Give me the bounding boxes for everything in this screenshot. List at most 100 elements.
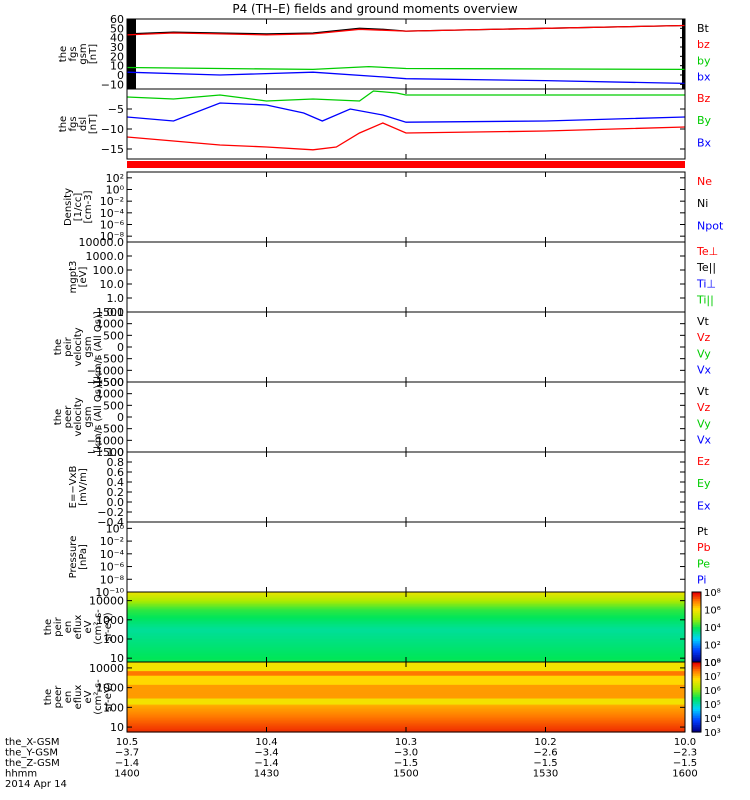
spectrogram-band [127, 684, 685, 687]
colorbar-cell [692, 641, 701, 644]
spectrogram-band [127, 689, 685, 692]
colorbar-cell [692, 600, 701, 604]
colorbar: 10⁸ 10⁷ 10⁶ 10⁵ 10⁴ 10³ [691, 658, 721, 739]
spectrogram-band [127, 716, 685, 719]
spectrogram-band [127, 611, 685, 614]
series-line-Bx [126, 102, 686, 123]
legend-label: Vx [697, 434, 712, 447]
spectrogram-band [127, 709, 685, 712]
spectrogram-band [127, 625, 685, 628]
legend-label: Npot [697, 219, 724, 232]
y-tick-label: 100 [103, 701, 124, 714]
series-group [126, 24, 686, 85]
panel-density: 10²10⁰10⁻²10⁻⁴10⁻⁶10⁻⁸Density[1/cc][cm-3… [63, 171, 724, 243]
y-tick-label: 1000 [96, 682, 124, 695]
y-tick-label: 0.4 [107, 476, 125, 489]
spectrogram-band [127, 645, 685, 648]
legend: Ez Ey Ex [697, 455, 711, 512]
x-annotation-value: −2.3 [673, 748, 697, 759]
spectrogram-band [127, 649, 685, 652]
spectrogram-band [127, 598, 685, 601]
legend-label: Ti|| [696, 294, 714, 307]
y-tick-label: 1000.0 [86, 250, 125, 263]
y-tick-label: −5 [108, 103, 124, 116]
legend: Te⊥ Te|| Ti⊥ Ti|| [696, 245, 718, 307]
spectrogram-band [127, 683, 685, 686]
colorbar-cell [692, 642, 701, 646]
colorbar-tick-label: 10⁴ [704, 623, 721, 634]
x-annotation-label: the_X-GSM [5, 737, 59, 748]
colorbar-cell [692, 635, 701, 639]
colorbar-cell [692, 674, 701, 677]
colorbar-cell [692, 639, 701, 642]
y-tick-label: 10⁻⁴ [100, 548, 125, 561]
spectrogram-band [127, 608, 685, 611]
colorbar-cell [692, 707, 701, 710]
colorbar-cell [692, 691, 701, 695]
spectrogram-band [127, 646, 685, 649]
colorbar-cell [692, 623, 701, 626]
y-axis: −5 −10 −15 [101, 103, 685, 156]
spectrogram-band [127, 721, 685, 724]
spectrogram-band [127, 693, 685, 697]
spectrogram-band [127, 610, 685, 613]
legend-label: Bz [697, 92, 711, 105]
colorbar: 10⁸ 10⁶ 10⁴ 10² 10⁰ [691, 588, 721, 669]
y-tick-label: −1500 [87, 446, 124, 459]
colorbar-frame [691, 661, 702, 733]
colorbar-cell [692, 677, 701, 681]
y-tick-label: 20 [110, 50, 124, 63]
x-annotation-value: 1500 [393, 769, 418, 780]
y-tick-label: 10⁻⁸ [100, 573, 125, 586]
y-tick-label: 0.1 [107, 306, 125, 319]
panel-peer-velocity: 150010005000−500−1000−1500thepeervelocit… [53, 376, 712, 459]
colorbar-cell [692, 613, 701, 616]
y-tick-label: 10000.0 [79, 236, 125, 249]
colorbar-cell [692, 718, 701, 721]
colorbar-cell [692, 637, 701, 640]
x-annotation-value: 1400 [114, 769, 139, 780]
legend: Vt Vz Vy Vx [697, 385, 712, 447]
plot-area [127, 172, 685, 242]
spectrogram-band [127, 655, 685, 659]
y-axis-label: Density[1/cc][cm-3] [63, 188, 94, 226]
series-line-by [126, 65, 686, 71]
colorbar-cell [692, 719, 701, 723]
y-tick-label: 10⁰ [106, 184, 125, 197]
spectrogram-band [127, 613, 685, 616]
legend-label: Pb [697, 541, 711, 554]
legend-label: Ex [697, 499, 711, 512]
spectrogram-band [127, 619, 685, 622]
spectrogram-bands [127, 662, 685, 733]
y-tick-label: 50 [110, 22, 124, 35]
y-tick-label: 10⁻⁶ [100, 219, 125, 232]
y-tick-label: 0.0 [107, 496, 125, 509]
colorbar-cell [692, 669, 701, 672]
spectrogram-band [127, 639, 685, 642]
colorbar-cell [692, 662, 701, 665]
colorbar-cell [692, 597, 701, 600]
plot-area [127, 452, 685, 522]
spectrogram-band [127, 668, 685, 671]
y-tick-label: 10 [110, 60, 124, 73]
y-tick-label: 10⁻² [100, 535, 124, 548]
x-annotation-value: −3.7 [115, 748, 139, 759]
spectrogram-band [127, 601, 685, 604]
y-tick-label: 100 [103, 633, 124, 646]
legend-label: Bt [697, 22, 710, 35]
spectrogram-band [127, 674, 685, 677]
spectrogram-band [127, 616, 685, 619]
spectrogram-band [127, 627, 685, 630]
y-tick-label: −1000 [87, 434, 124, 447]
y-tick-label: −500 [94, 353, 124, 366]
colorbar-tick-label: 10⁴ [704, 714, 721, 725]
colorbar-cell [692, 606, 701, 609]
spectrogram-band [127, 718, 685, 721]
colorbar-cell [692, 607, 701, 611]
colorbar-cell [692, 665, 701, 668]
colorbar-cell [692, 663, 701, 667]
spectrogram-band [127, 697, 685, 700]
x-annotation-value: −1.4 [254, 758, 278, 769]
y-axis-label: E=−VxB[mV/m] [68, 466, 89, 509]
